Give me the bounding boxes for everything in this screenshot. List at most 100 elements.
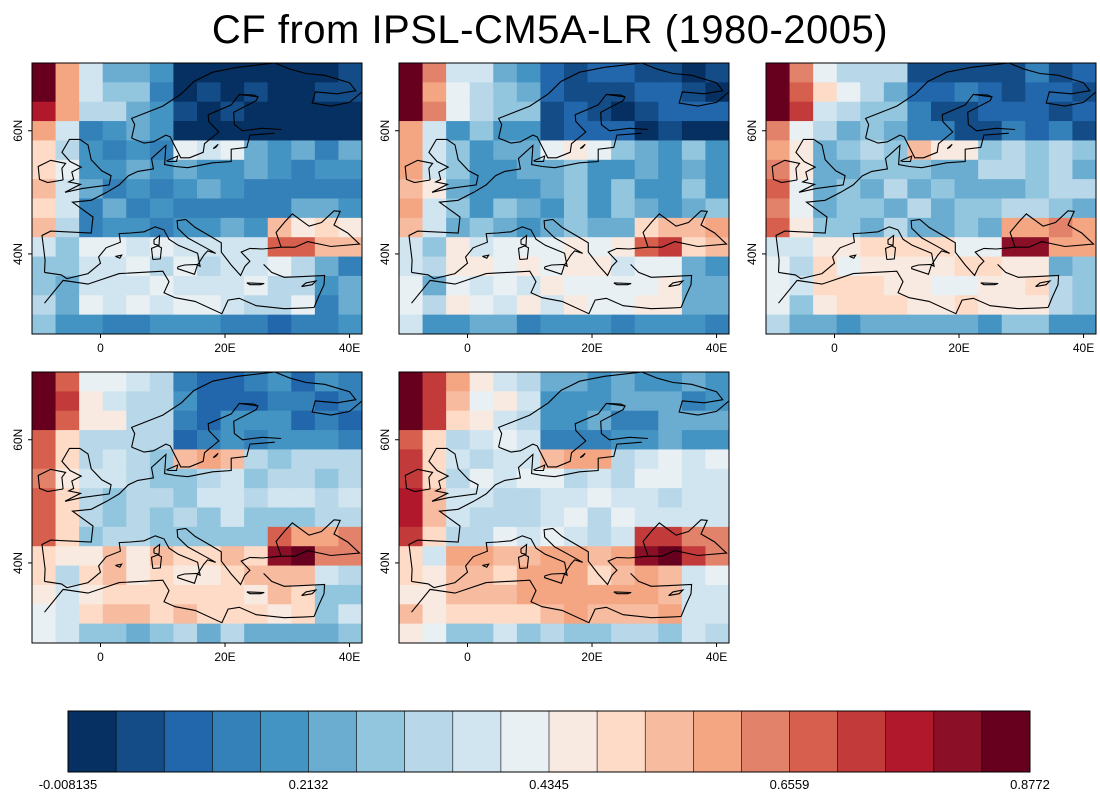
grid-cell bbox=[705, 449, 729, 470]
grid-cell bbox=[789, 101, 814, 122]
grid-cell bbox=[291, 256, 316, 277]
grid-cell bbox=[446, 546, 471, 567]
grid-cell bbox=[338, 217, 362, 238]
y-tick-label: 40N bbox=[11, 243, 25, 265]
coastline bbox=[980, 282, 999, 286]
colorbar-swatch bbox=[885, 711, 935, 772]
grid-cell bbox=[954, 63, 979, 83]
grid-cell bbox=[469, 430, 494, 451]
coastline bbox=[865, 93, 1016, 159]
grid-cell bbox=[954, 101, 979, 122]
grid-cell bbox=[149, 546, 175, 567]
grid-cell bbox=[173, 584, 198, 605]
colorbar-swatch bbox=[693, 711, 742, 772]
grid-cell bbox=[611, 468, 636, 489]
grid-cell bbox=[469, 468, 494, 489]
grid-cell bbox=[102, 275, 127, 296]
grid-cell bbox=[79, 140, 104, 161]
grid-cell bbox=[540, 565, 565, 586]
x-tick-label: 0 bbox=[831, 341, 838, 355]
grid-cell bbox=[1025, 82, 1050, 103]
chart-title: CF from IPSL-CM5A-LR (1980-2005) bbox=[211, 8, 889, 52]
coastline bbox=[131, 93, 282, 159]
colorbar-swatch bbox=[597, 711, 646, 772]
grid-cell bbox=[173, 256, 198, 277]
grid-cell bbox=[516, 449, 542, 470]
grid-cell bbox=[540, 217, 565, 238]
grid-cell bbox=[446, 410, 471, 431]
map-panel-2: 0 20E 40E 40N 60N bbox=[378, 62, 730, 355]
grid-cell bbox=[126, 198, 151, 219]
grid-cell bbox=[611, 449, 636, 470]
grid-cell bbox=[314, 82, 340, 103]
grid-cell bbox=[766, 179, 791, 200]
grid-cell bbox=[789, 314, 814, 334]
grid-cell bbox=[32, 604, 57, 625]
grid-cell bbox=[149, 101, 175, 122]
grid-cell bbox=[469, 179, 494, 200]
grid-cell bbox=[931, 179, 956, 200]
grid-cell bbox=[611, 314, 636, 334]
grid-cell bbox=[705, 101, 729, 122]
grid-cell bbox=[681, 468, 707, 489]
grid-cell bbox=[55, 623, 80, 643]
grid-cell bbox=[493, 372, 518, 392]
grid-cell bbox=[244, 391, 269, 412]
grid-cell bbox=[314, 584, 340, 605]
grid-cell bbox=[197, 314, 222, 334]
grid-cell bbox=[173, 63, 198, 83]
grid-cell bbox=[267, 256, 292, 277]
grid-cell bbox=[634, 140, 659, 161]
grid-cell bbox=[314, 314, 340, 334]
grid-cell bbox=[338, 604, 362, 625]
grid-cell bbox=[493, 507, 518, 528]
grid-cell bbox=[978, 275, 1003, 296]
coastline bbox=[428, 447, 479, 502]
coastline bbox=[177, 572, 199, 584]
y-tick-label: 40N bbox=[745, 243, 759, 265]
grid-cell bbox=[681, 140, 707, 161]
grid-cell bbox=[32, 584, 57, 605]
grid-cell bbox=[469, 584, 494, 605]
grid-cell bbox=[883, 237, 909, 258]
grid-cell bbox=[149, 507, 175, 528]
grid-cell bbox=[705, 275, 729, 296]
grid-cell bbox=[836, 179, 861, 200]
grid-cell bbox=[291, 526, 316, 547]
grid-cell bbox=[540, 526, 565, 547]
grid-cell bbox=[422, 565, 447, 586]
grid-cell bbox=[338, 237, 362, 258]
grid-cell bbox=[267, 372, 292, 392]
grid-cell bbox=[611, 198, 636, 219]
grid-cell bbox=[907, 159, 932, 180]
grid-cell bbox=[1001, 314, 1026, 334]
grid-cell bbox=[516, 410, 542, 431]
colorbar-swatch bbox=[789, 711, 839, 772]
grid-cell bbox=[291, 121, 316, 142]
grid-cell bbox=[220, 546, 245, 567]
grid-cell bbox=[220, 507, 245, 528]
grid-cell bbox=[1025, 179, 1050, 200]
grid-cell bbox=[540, 179, 565, 200]
coastline bbox=[411, 270, 682, 315]
grid-cell bbox=[658, 410, 683, 431]
grid-cell bbox=[634, 159, 659, 180]
grid-cell bbox=[197, 584, 222, 605]
grid-cell bbox=[291, 159, 316, 180]
grid-cell bbox=[705, 507, 729, 528]
grid-cell bbox=[493, 217, 518, 238]
grid-cell bbox=[314, 430, 340, 451]
grid-cell bbox=[564, 217, 589, 238]
grid-cell bbox=[1025, 140, 1050, 161]
grid-cell bbox=[149, 82, 175, 103]
grid-cell bbox=[291, 179, 316, 200]
colorbar-swatch bbox=[212, 711, 261, 772]
grid-cell bbox=[338, 410, 362, 431]
grid-cell bbox=[978, 237, 1003, 258]
grid-cell bbox=[220, 372, 245, 392]
grid-cell bbox=[102, 507, 127, 528]
grid-cell bbox=[634, 121, 659, 142]
grid-cell bbox=[907, 275, 932, 296]
grid-cell bbox=[611, 391, 636, 412]
grid-cell bbox=[540, 410, 565, 431]
